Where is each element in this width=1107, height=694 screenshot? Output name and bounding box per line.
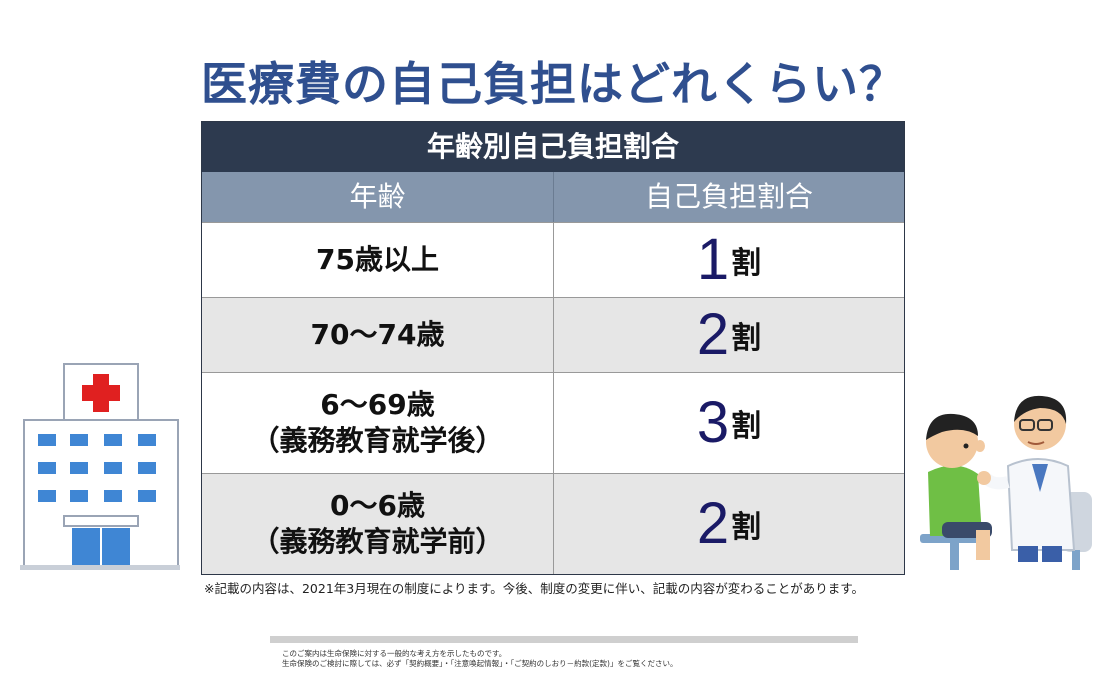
table-header-row: 年齢 自己負担割合: [202, 172, 904, 222]
rate-number: 3: [696, 390, 730, 455]
age-cell: 6～69歳 （義務教育就学後）: [202, 373, 554, 473]
disclaimer-line: このご案内は生命保険に対する一般的な考え方を示したものです。: [282, 649, 507, 658]
header-age: 年齢: [202, 172, 554, 222]
disclaimer: このご案内は生命保険に対する一般的な考え方を示したものです。 生命保険のご検討に…: [282, 649, 677, 669]
rate-number: 2: [696, 491, 730, 556]
doctor-patient-illustration: [920, 395, 1092, 570]
rate-unit: 割: [731, 510, 762, 545]
age-label: 0～6歳: [330, 489, 425, 522]
page-title: 医療費の自己負担はどれくらい？: [201, 57, 906, 111]
age-sublabel: （義務教育就学前）: [251, 525, 504, 558]
hospital-illustration: [20, 363, 180, 570]
rate-number: 1: [696, 227, 730, 292]
rate-unit: 割: [731, 246, 762, 281]
rate-unit: 割: [731, 409, 762, 444]
age-label: 70～74歳: [310, 318, 445, 351]
rate-unit: 割: [731, 321, 762, 356]
table-caption: 年齢別自己負担割合: [202, 122, 904, 172]
age-label: 75歳以上: [316, 243, 439, 276]
age-cell: 75歳以上: [202, 223, 554, 297]
age-label: 6～69歳: [320, 388, 435, 421]
age-cell: 70～74歳: [202, 298, 554, 372]
header-rate: 自己負担割合: [644, 180, 813, 213]
disclaimer-divider: [270, 636, 858, 643]
rate-number: 2: [696, 302, 730, 367]
age-cell: 0～6歳 （義務教育就学前）: [202, 474, 554, 574]
age-sublabel: （義務教育就学後）: [251, 424, 504, 457]
footnote: ※記載の内容は、2021年3月現在の制度によります。今後、制度の変更に伴い、記載…: [204, 581, 864, 596]
disclaimer-line: 生命保険のご検討に際しては、必ず「契約概要」・「注意喚起情報」・「ご契約のしおり…: [282, 659, 678, 668]
